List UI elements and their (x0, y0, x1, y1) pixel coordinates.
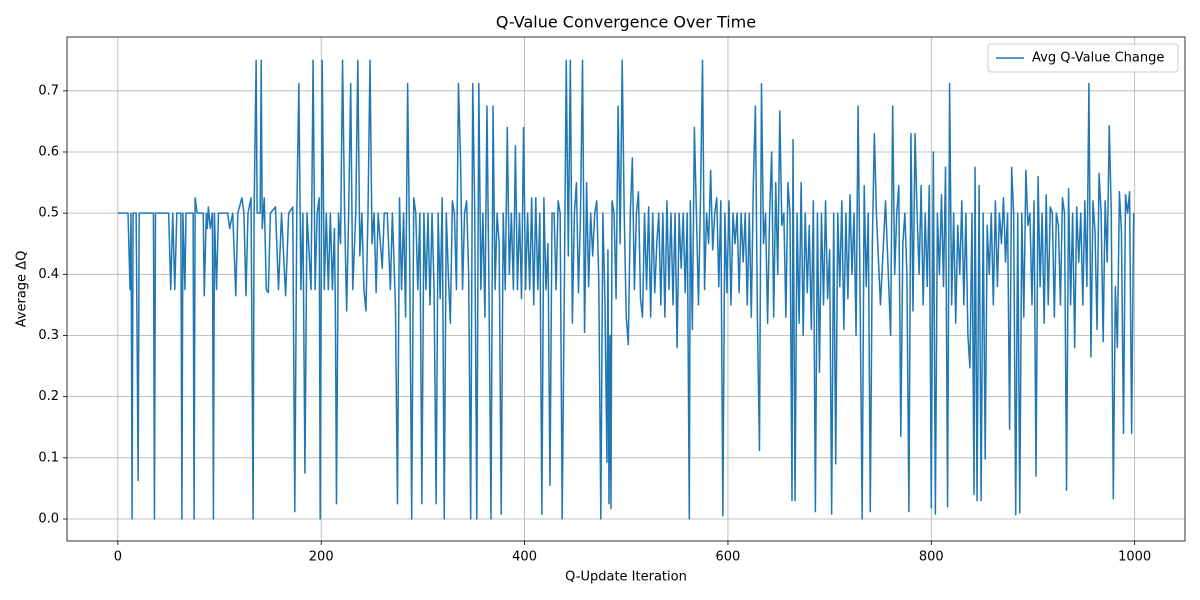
y-tick-label: 0.6 (38, 144, 59, 159)
x-tick-label: 0 (114, 550, 122, 565)
y-tick-label: 0.7 (38, 83, 59, 98)
y-tick-label: 0.4 (38, 267, 59, 282)
x-tick-label: 800 (919, 550, 944, 565)
x-axis-label: Q-Update Iteration (565, 570, 687, 585)
legend: Avg Q-Value Change (987, 43, 1179, 73)
legend-box (987, 43, 1179, 73)
y-tick-label: 0.3 (38, 328, 59, 343)
data-line (117, 59, 1135, 520)
y-tick-label: 0.5 (38, 206, 59, 221)
y-tick-label: 0.0 (38, 511, 59, 526)
x-tick-label: 200 (309, 550, 334, 565)
plot-area (117, 59, 1135, 520)
y-tick-label: 0.2 (38, 389, 59, 404)
x-tick-label: 400 (512, 550, 537, 565)
y-axis-label: Average ΔQ (15, 251, 30, 328)
x-tick-label: 600 (716, 550, 741, 565)
legend-label: Avg Q-Value Change (1032, 51, 1164, 66)
y-tick-label: 0.1 (38, 450, 59, 465)
chart-title: Q-Value Convergence Over Time (496, 13, 756, 32)
plot-frame (66, 36, 1186, 542)
x-tick-label: 1000 (1118, 550, 1151, 565)
